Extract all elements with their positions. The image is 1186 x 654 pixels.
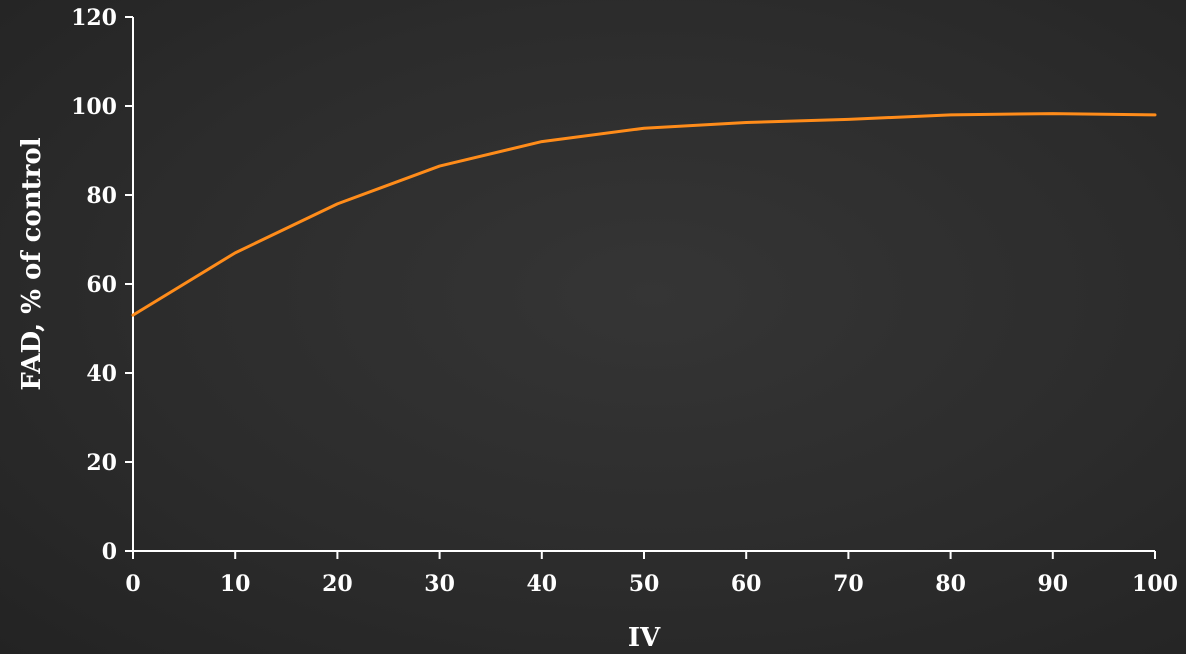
y-tick-label: 0 xyxy=(102,539,117,565)
x-tick-label: 60 xyxy=(731,571,762,597)
y-tick-label: 60 xyxy=(86,272,117,298)
y-tick-label: 20 xyxy=(86,450,117,476)
x-tick-label: 40 xyxy=(526,571,557,597)
y-tick-label: 120 xyxy=(71,5,117,31)
x-tick-label: 90 xyxy=(1037,571,1068,597)
x-tick-label: 10 xyxy=(220,571,251,597)
x-tick-label: 80 xyxy=(935,571,966,597)
y-axis-ticks: 0 20 40 60 80 100 120 xyxy=(71,5,133,565)
x-tick-label: 30 xyxy=(424,571,455,597)
x-tick-label: 50 xyxy=(629,571,660,597)
series-layer xyxy=(131,112,1157,317)
x-tick-label: 0 xyxy=(125,571,140,597)
series-line xyxy=(131,112,1157,317)
x-axis-ticks: 0 10 20 30 40 50 60 70 80 90 100 xyxy=(125,551,1178,597)
x-tick-label: 100 xyxy=(1132,571,1178,597)
axes xyxy=(132,17,1155,552)
y-tick-label: 40 xyxy=(86,361,117,387)
x-tick-label: 70 xyxy=(833,571,864,597)
y-axis-title: FAD, % of control xyxy=(17,137,47,390)
x-axis-title: IV xyxy=(628,623,661,653)
x-tick-label: 20 xyxy=(322,571,353,597)
y-tick-label: 80 xyxy=(86,183,117,209)
y-tick-label: 100 xyxy=(71,94,117,120)
